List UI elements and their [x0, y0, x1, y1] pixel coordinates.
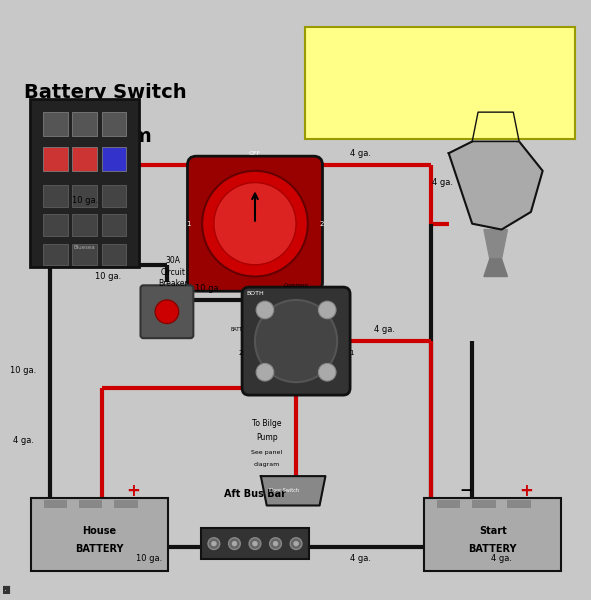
- Text: BOTH: BOTH: [246, 291, 264, 296]
- Text: BATTERY: BATTERY: [75, 544, 124, 554]
- Circle shape: [273, 541, 278, 546]
- FancyBboxPatch shape: [187, 156, 323, 291]
- FancyBboxPatch shape: [30, 98, 139, 266]
- Circle shape: [319, 301, 336, 319]
- Circle shape: [269, 538, 281, 550]
- Bar: [79, 500, 102, 508]
- Bar: [508, 500, 531, 508]
- Text: 30A: 30A: [165, 256, 180, 265]
- Text: 2: 2: [239, 350, 243, 356]
- Text: OFF: OFF: [249, 151, 261, 156]
- FancyBboxPatch shape: [424, 499, 561, 571]
- Text: BATT: BATT: [231, 327, 243, 332]
- Text: 10 ga.: 10 ga.: [95, 272, 121, 281]
- Bar: [437, 500, 460, 508]
- Circle shape: [202, 171, 308, 277]
- FancyBboxPatch shape: [73, 147, 97, 172]
- Circle shape: [294, 541, 298, 546]
- Text: Circuit: Circuit: [160, 268, 186, 277]
- FancyBboxPatch shape: [43, 147, 68, 172]
- Text: BATTERY: BATTERY: [469, 544, 517, 554]
- FancyBboxPatch shape: [102, 112, 126, 136]
- FancyBboxPatch shape: [102, 185, 126, 206]
- Circle shape: [208, 538, 220, 550]
- FancyBboxPatch shape: [43, 214, 68, 236]
- Text: 10 ga.: 10 ga.: [136, 554, 163, 563]
- Text: 10 ga.: 10 ga.: [195, 284, 221, 293]
- FancyBboxPatch shape: [141, 286, 193, 338]
- Text: 2: 2: [320, 221, 324, 227]
- Circle shape: [229, 538, 241, 550]
- Text: See panel: See panel: [251, 450, 282, 455]
- FancyBboxPatch shape: [43, 185, 68, 206]
- Text: −: −: [459, 483, 472, 498]
- Circle shape: [290, 538, 302, 550]
- Text: Common: Common: [284, 283, 309, 288]
- Text: +: +: [519, 482, 534, 500]
- Circle shape: [232, 541, 237, 546]
- Text: 4 ga.: 4 ga.: [491, 554, 512, 563]
- Text: 10 ga.: 10 ga.: [10, 366, 36, 375]
- Polygon shape: [261, 476, 326, 505]
- Circle shape: [249, 538, 261, 550]
- Text: Battery Switch
Wiring
Diagram: Battery Switch Wiring Diagram: [24, 83, 187, 146]
- Text: 4 ga.: 4 ga.: [12, 436, 34, 445]
- Text: Pump: Pump: [256, 433, 278, 442]
- FancyBboxPatch shape: [43, 244, 68, 265]
- Text: Bluesea: Bluesea: [74, 245, 96, 250]
- Text: 1: 1: [186, 221, 190, 227]
- Bar: [44, 500, 67, 508]
- FancyBboxPatch shape: [201, 528, 309, 559]
- Text: 4 ga.: 4 ga.: [350, 554, 371, 563]
- Text: 4 ga.: 4 ga.: [374, 325, 395, 334]
- Polygon shape: [472, 112, 519, 142]
- Polygon shape: [449, 136, 543, 230]
- Text: 4 ga.: 4 ga.: [350, 149, 371, 158]
- Text: Breaker: Breaker: [158, 279, 188, 288]
- FancyBboxPatch shape: [102, 244, 126, 265]
- FancyBboxPatch shape: [73, 244, 97, 265]
- Circle shape: [252, 541, 257, 546]
- Bar: [472, 500, 496, 508]
- FancyBboxPatch shape: [242, 287, 350, 395]
- Text: 4 ga.: 4 ga.: [433, 178, 453, 187]
- FancyBboxPatch shape: [73, 185, 97, 206]
- Bar: [114, 500, 138, 508]
- Text: 30A Breaker  Bluesea PN 7181
Fuse Panel w/ground bus  Bluesea PN 5025
4 Position: 30A Breaker Bluesea PN 7181 Fuse Panel w…: [314, 37, 517, 86]
- Circle shape: [212, 541, 216, 546]
- Text: diagram: diagram: [254, 462, 280, 467]
- FancyBboxPatch shape: [31, 499, 168, 571]
- FancyBboxPatch shape: [73, 214, 97, 236]
- Text: +: +: [126, 482, 140, 500]
- Circle shape: [155, 300, 178, 323]
- Text: 10 ga.: 10 ga.: [72, 196, 98, 205]
- FancyBboxPatch shape: [73, 112, 97, 136]
- Text: 1: 1: [349, 350, 353, 356]
- FancyBboxPatch shape: [2, 588, 8, 593]
- FancyBboxPatch shape: [102, 147, 126, 172]
- Circle shape: [214, 182, 296, 265]
- Text: Start: Start: [479, 526, 506, 536]
- Text: Aft Bus Bar: Aft Bus Bar: [224, 489, 286, 499]
- Text: To Bilge: To Bilge: [252, 419, 281, 428]
- FancyBboxPatch shape: [102, 214, 126, 236]
- Circle shape: [256, 364, 274, 381]
- Text: Floor Switch: Floor Switch: [269, 488, 299, 493]
- FancyBboxPatch shape: [43, 112, 68, 136]
- Polygon shape: [484, 259, 508, 277]
- Polygon shape: [484, 230, 508, 259]
- Text: House: House: [82, 526, 116, 536]
- Circle shape: [255, 300, 337, 382]
- FancyBboxPatch shape: [305, 27, 575, 139]
- Circle shape: [319, 364, 336, 381]
- Circle shape: [256, 301, 274, 319]
